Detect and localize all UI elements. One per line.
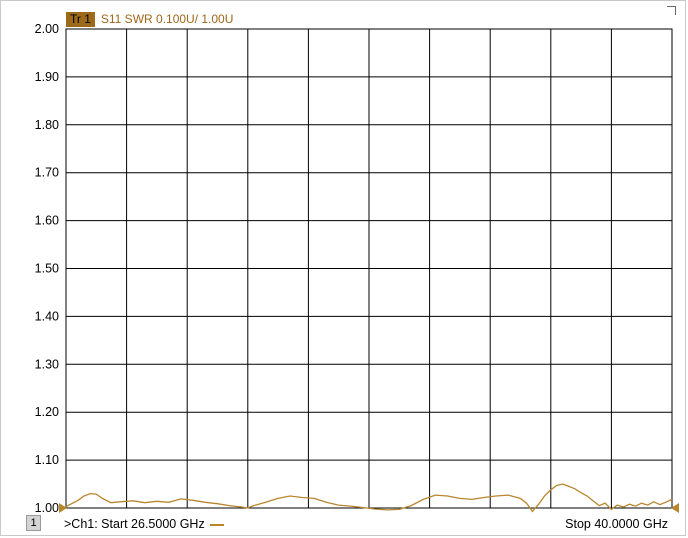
- grid: [65, 28, 673, 509]
- series-layer: [65, 483, 673, 513]
- channel-footer: 1 >Ch1: Start 26.5000 GHz Stop 40.0000 G…: [0, 513, 686, 535]
- stop-frequency-label[interactable]: Stop 40.0000 GHz: [565, 517, 668, 531]
- y-tick-label: 2.00: [35, 22, 59, 36]
- window-corner-icon: [667, 6, 676, 15]
- y-tick-label: 1.70: [35, 166, 59, 180]
- left-reference-marker-icon: [59, 503, 67, 513]
- trace-swatch-icon: [209, 523, 224, 526]
- trace-format-label[interactable]: S11 SWR 0.100U/ 1.00U: [100, 12, 234, 26]
- y-tick-label: 1.60: [35, 214, 59, 228]
- right-reference-marker-icon: [671, 503, 679, 513]
- y-tick-label: 1.20: [35, 405, 59, 419]
- y-tick-labels: 1.00 1.10 1.20 1.30 1.40 1.50 1.60 1.70 1.80 1.90…: [35, 22, 59, 515]
- y-tick-label: 1.00: [35, 501, 59, 515]
- y-tick-label: 1.50: [35, 262, 59, 276]
- series-line-1: [65, 483, 673, 513]
- start-frequency-label: >Ch1: Start 26.5000 GHz: [64, 517, 205, 531]
- marker-layer: [59, 503, 679, 513]
- y-tick-label: 1.40: [35, 309, 59, 323]
- y-tick-label: 1.80: [35, 118, 59, 132]
- start-frequency[interactable]: >Ch1: Start 26.5000 GHz: [64, 517, 224, 531]
- trace-badge[interactable]: Tr 1: [66, 11, 95, 27]
- channel-number-badge[interactable]: 1: [26, 515, 41, 531]
- trace-header: Tr 1 S11 SWR 0.100U/ 1.00U: [66, 11, 233, 27]
- y-tick-label: 1.10: [35, 453, 59, 467]
- y-tick-label: 1.30: [35, 357, 59, 371]
- y-tick-label: 1.90: [35, 70, 59, 84]
